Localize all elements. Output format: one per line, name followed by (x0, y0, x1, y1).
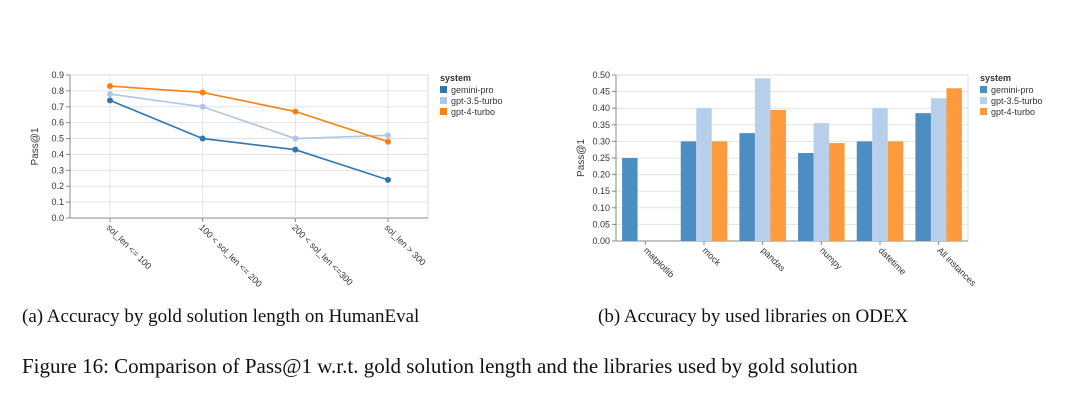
bar-chart-panel: 0.00 0.05 0.10 0.15 0.20 0.25 0.30 0.35 0.40 0.45… (560, 60, 1080, 305)
bar-gpt-3.5-turbo (754, 78, 771, 241)
bar-gpt-4-turbo (711, 141, 728, 241)
y-tick-label: 0.0 (51, 213, 64, 223)
y-tick-label: 0.4 (51, 149, 64, 159)
subcaption-a: (a) Accuracy by gold solution length on … (22, 306, 420, 327)
bar-gpt-4-turbo (770, 109, 786, 241)
y-tick-label: 0.5 (51, 134, 64, 144)
data-point (199, 135, 206, 142)
data-point (107, 97, 113, 104)
legend-swatch (980, 86, 987, 93)
y-tick-label: 0.9 (51, 70, 64, 80)
bar-gemini-pro (798, 153, 814, 241)
y-tick-label: 0.05 (592, 219, 610, 229)
y-tick-label: 0.8 (51, 86, 64, 96)
y-axis-label: Pass@1 (576, 139, 587, 177)
bar-gpt-3.5-turbo (930, 98, 947, 241)
data-point (292, 135, 299, 142)
data-point (199, 89, 206, 96)
x-tick-label: numpy (818, 245, 845, 272)
legend-swatch (440, 108, 447, 115)
bar-chart: 0.00 0.05 0.10 0.15 0.20 0.25 0.30 0.35 0.40 0.45… (576, 70, 1043, 288)
data-point (385, 176, 391, 183)
legend-swatch (440, 97, 447, 104)
bar-gpt-3.5-turbo (696, 108, 712, 241)
figure-caption: Figure 16: Comparison of Pass@1 w.r.t. g… (22, 354, 858, 378)
bar-gemini-pro (856, 141, 873, 241)
x-tick-label: 200 < sol_len <=300 (290, 222, 355, 287)
x-tick-label: mock (701, 245, 724, 268)
y-tick-label: 0.50 (592, 70, 610, 80)
y-tick-label: 0.6 (51, 118, 64, 128)
y-tick-label: 0.7 (51, 102, 64, 112)
series-line-gpt-3.5-turbo (109, 93, 389, 140)
legend-swatch (440, 86, 447, 93)
x-tick-label: datetime (877, 245, 908, 276)
data-point (199, 103, 206, 110)
data-point (292, 146, 299, 153)
legend-entry: gpt-3.5-turbo (991, 96, 1043, 106)
data-point (385, 138, 391, 145)
bar-gemini-pro (739, 133, 755, 241)
data-point (292, 108, 299, 115)
data-point (107, 83, 113, 90)
legend-entry: gemini-pro (451, 85, 494, 95)
y-tick-label: 0.20 (592, 170, 610, 180)
data-point (107, 91, 113, 98)
x-tick-label: matplotlib (642, 245, 676, 279)
y-tick-label: 0.35 (592, 120, 610, 130)
y-tick-label: 0.3 (51, 165, 64, 175)
bar-gpt-3.5-turbo (872, 108, 888, 241)
x-tick-label: sol_len > 300 (383, 222, 428, 267)
bar-gpt-4-turbo (829, 143, 845, 241)
bar-gemini-pro (915, 113, 931, 241)
x-tick-label: 100 < sol_len <= 200 (197, 222, 264, 289)
legend-swatch (980, 97, 987, 104)
subcaption-b: (b) Accuracy by used libraries on ODEX (598, 306, 909, 327)
line-chart: 0.0 0.1 0.2 0.3 0.4 0.5 0.6 0.7 0.8 0.9 Pass@1 sol_… (30, 70, 503, 289)
data-point (385, 132, 391, 139)
y-axis-label: Pass@1 (30, 127, 41, 165)
y-tick-label: 0.30 (592, 136, 610, 146)
y-tick-label: 0.10 (592, 203, 610, 213)
legend-entry: gpt-4-turbo (991, 107, 1035, 117)
series-line-gpt-4-turbo (109, 85, 389, 143)
legend-entry: gpt-4-turbo (451, 107, 495, 117)
y-tick-label: 0.1 (51, 197, 64, 207)
legend-title: system (980, 73, 1011, 83)
x-tick-label: sol_len <= 100 (105, 222, 154, 271)
y-tick-label: 0.2 (51, 181, 64, 191)
bar-gpt-3.5-turbo (813, 123, 830, 241)
bar-gemini-pro (680, 141, 697, 241)
y-tick-label: 0.15 (592, 186, 610, 196)
bar-gemini-pro (622, 158, 638, 241)
x-tick-label: All instances (935, 245, 978, 288)
line-chart-panel: 0.0 0.1 0.2 0.3 0.4 0.5 0.6 0.7 0.8 0.9 Pass@1 sol_… (20, 60, 540, 305)
x-tick-label: pandas (759, 245, 787, 273)
bar-gpt-4-turbo (946, 88, 962, 241)
legend-entry: gpt-3.5-turbo (451, 96, 503, 106)
legend-swatch (980, 108, 987, 115)
y-tick-label: 0.25 (592, 153, 610, 163)
series-line-gemini-pro (109, 99, 389, 181)
legend-title: system (440, 73, 471, 83)
y-tick-label: 0.00 (592, 236, 610, 246)
legend-entry: gemini-pro (991, 85, 1034, 95)
bar-gpt-4-turbo (887, 141, 904, 241)
y-tick-label: 0.40 (592, 103, 610, 113)
y-tick-label: 0.45 (592, 87, 610, 97)
